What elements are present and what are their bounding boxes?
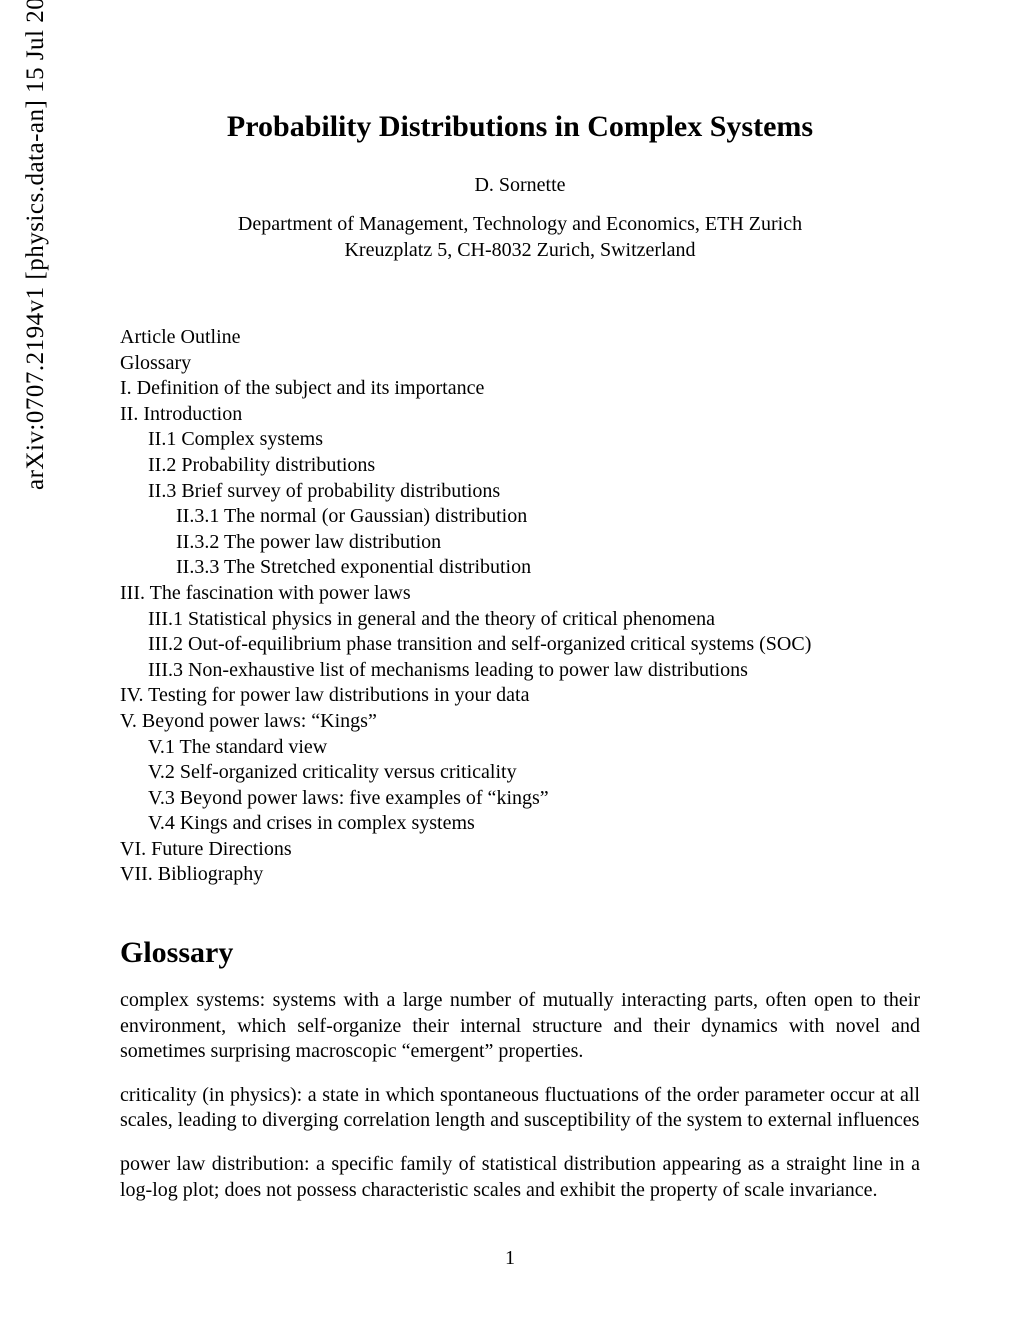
outline-item: II.3.1 The normal (or Gaussian) distribu… <box>176 504 920 530</box>
outline-item: V.2 Self-organized criticality versus cr… <box>148 760 920 786</box>
author: D. Sornette <box>120 174 920 197</box>
outline-item: V.1 The standard view <box>148 735 920 761</box>
outline-item: IV. Testing for power law distributions … <box>120 683 920 709</box>
affiliation-line-2: Kreuzplatz 5, CH-8032 Zurich, Switzerlan… <box>344 239 695 261</box>
page-content: Probability Distributions in Complex Sys… <box>120 0 920 1203</box>
outline-item: VII. Bibliography <box>120 862 920 888</box>
outline-item: Glossary <box>120 351 920 377</box>
outline-item: II.3.3 The Stretched exponential distrib… <box>176 555 920 581</box>
outline-item: III.2 Out-of-equilibrium phase transitio… <box>148 632 920 658</box>
outline-item: II.2 Probability distributions <box>148 453 920 479</box>
outline-item: Article Outline <box>120 325 920 351</box>
outline-item: III. The fascination with power laws <box>120 581 920 607</box>
outline-item: V.4 Kings and crises in complex systems <box>148 811 920 837</box>
outline-item: I. Definition of the subject and its imp… <box>120 376 920 402</box>
article-outline: Article OutlineGlossaryI. Definition of … <box>120 325 920 888</box>
glossary-body: complex systems: systems with a large nu… <box>120 988 920 1203</box>
glossary-entry: power law distribution: a specific famil… <box>120 1152 920 1203</box>
affiliation-line-1: Department of Management, Technology and… <box>238 213 802 235</box>
glossary-heading: Glossary <box>120 936 920 970</box>
affiliation: Department of Management, Technology and… <box>120 211 920 263</box>
outline-item: V. Beyond power laws: “Kings” <box>120 709 920 735</box>
glossary-entry: complex systems: systems with a large nu… <box>120 988 920 1065</box>
outline-item: III.1 Statistical physics in general and… <box>148 607 920 633</box>
outline-item: III.3 Non-exhaustive list of mechanisms … <box>148 658 920 684</box>
outline-item: II.3.2 The power law distribution <box>176 530 920 556</box>
page-number: 1 <box>0 1247 1020 1270</box>
outline-item: II. Introduction <box>120 402 920 428</box>
outline-item: VI. Future Directions <box>120 837 920 863</box>
outline-item: II.3 Brief survey of probability distrib… <box>148 479 920 505</box>
outline-item: V.3 Beyond power laws: five examples of … <box>148 786 920 812</box>
glossary-entry: criticality (in physics): a state in whi… <box>120 1083 920 1134</box>
arxiv-stamp: arXiv:0707.2194v1 [physics.data-an] 15 J… <box>22 0 50 490</box>
paper-title: Probability Distributions in Complex Sys… <box>120 110 920 144</box>
outline-item: II.1 Complex systems <box>148 427 920 453</box>
